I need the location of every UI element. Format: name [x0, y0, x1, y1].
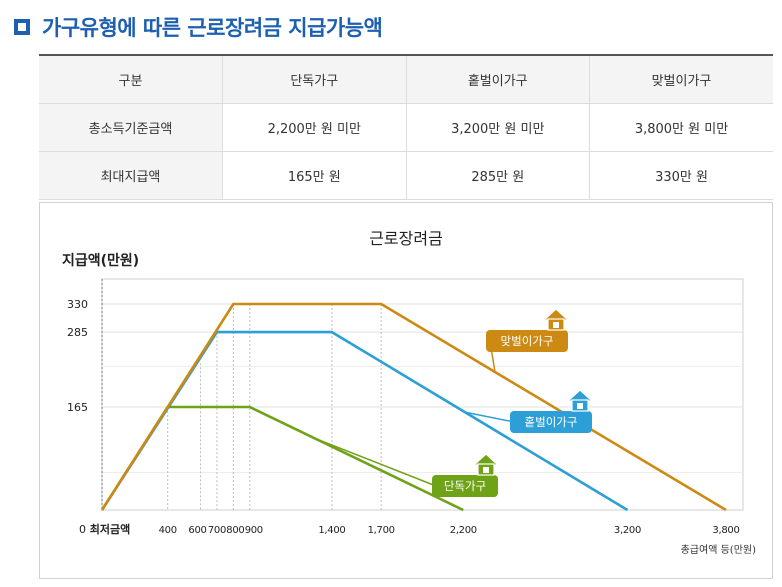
house-icon-roof [542, 308, 570, 321]
x-tick-label: 2,200 [450, 525, 477, 536]
series-label-box [486, 330, 568, 352]
x-tick-label: 3,200 [614, 525, 641, 536]
series-line [100, 405, 464, 512]
chart-x-axis-label: 총급여액 등(만원) [681, 544, 756, 556]
page-title: 가구유형에 따른 근로장려금 지급가능액 [14, 12, 383, 42]
x-tick-label: 800 [226, 525, 244, 536]
house-icon-window [577, 403, 583, 409]
table-cell: 330만 원 [589, 151, 773, 200]
series-label-text: 맞벌이가구 [501, 334, 554, 348]
series-label-leader [313, 437, 437, 487]
house-icon [542, 308, 570, 331]
x-tick-label: 1,700 [368, 525, 395, 536]
house-icon [472, 453, 500, 476]
series-label-box [432, 475, 498, 497]
chart-container: 근로장려금 지급액(만원) 총급여액 등(만원) 최저금액 0 165 285 330… [39, 202, 773, 579]
table-header-cell: 구분 [39, 54, 223, 104]
house-icon [566, 389, 594, 412]
x-tick-label: 600 [188, 525, 206, 536]
table-row-label: 총소득기준금액 [39, 103, 223, 152]
series-label-text: 홑벌이가구 [525, 415, 578, 429]
house-icon-window [483, 467, 489, 473]
series-label-text: 단독가구 [444, 479, 486, 493]
table-cell: 285만 원 [405, 151, 590, 200]
benefit-table: 구분 단독가구 홑벌이가구 맞벌이가구 총소득기준금액 2,200만 원 미만 … [39, 54, 773, 200]
x-tick-label: 900 [245, 525, 263, 536]
chart-x-origin-label: 최저금액 [90, 522, 130, 536]
series-line [100, 302, 727, 512]
chart-svg: 근로장려금 지급액(만원) 총급여액 등(만원) 최저금액 0 165 285 330… [62, 229, 756, 556]
table-header-cell: 홑벌이가구 [405, 54, 590, 104]
x-tick-label: 700 [208, 525, 226, 536]
table-cell: 3,800만 원 미만 [589, 103, 773, 152]
table-cell: 2,200만 원 미만 [222, 103, 406, 152]
table-cell: 3,200만 원 미만 [405, 103, 590, 152]
table-cell: 165만 원 [222, 151, 406, 200]
x-tick-label: 400 [159, 525, 177, 536]
chart-title: 근로장려금 [369, 229, 443, 248]
house-icon-roof [472, 453, 500, 466]
house-icon-window [553, 322, 559, 328]
table-header-cell: 단독가구 [222, 54, 406, 104]
y-tick-label: 330 [67, 298, 88, 311]
chart-y-axis-label: 지급액(만원) [62, 252, 139, 269]
table-row: 총소득기준금액 2,200만 원 미만 3,200만 원 미만 3,800만 원… [39, 103, 773, 152]
square-bullet-icon [14, 19, 30, 35]
table-row: 최대지급액 165만 원 285만 원 330만 원 [39, 151, 773, 200]
y-tick-label: 285 [67, 326, 88, 339]
table-row-label: 최대지급액 [39, 151, 223, 200]
x-tick-label: 1,400 [318, 525, 345, 536]
house-icon-roof [566, 389, 594, 402]
series-label-box [510, 411, 592, 433]
y-tick-label: 0 [79, 523, 86, 536]
x-tick-label: 3,800 [712, 525, 739, 536]
series-label-leader [464, 411, 515, 423]
plot-area-frame [101, 278, 744, 511]
table-header-row: 구분 단독가구 홑벌이가구 맞벌이가구 [39, 54, 773, 104]
y-tick-label: 165 [67, 401, 88, 414]
table-header-cell: 맞벌이가구 [589, 54, 773, 104]
page-title-text: 가구유형에 따른 근로장려금 지급가능액 [42, 16, 383, 40]
